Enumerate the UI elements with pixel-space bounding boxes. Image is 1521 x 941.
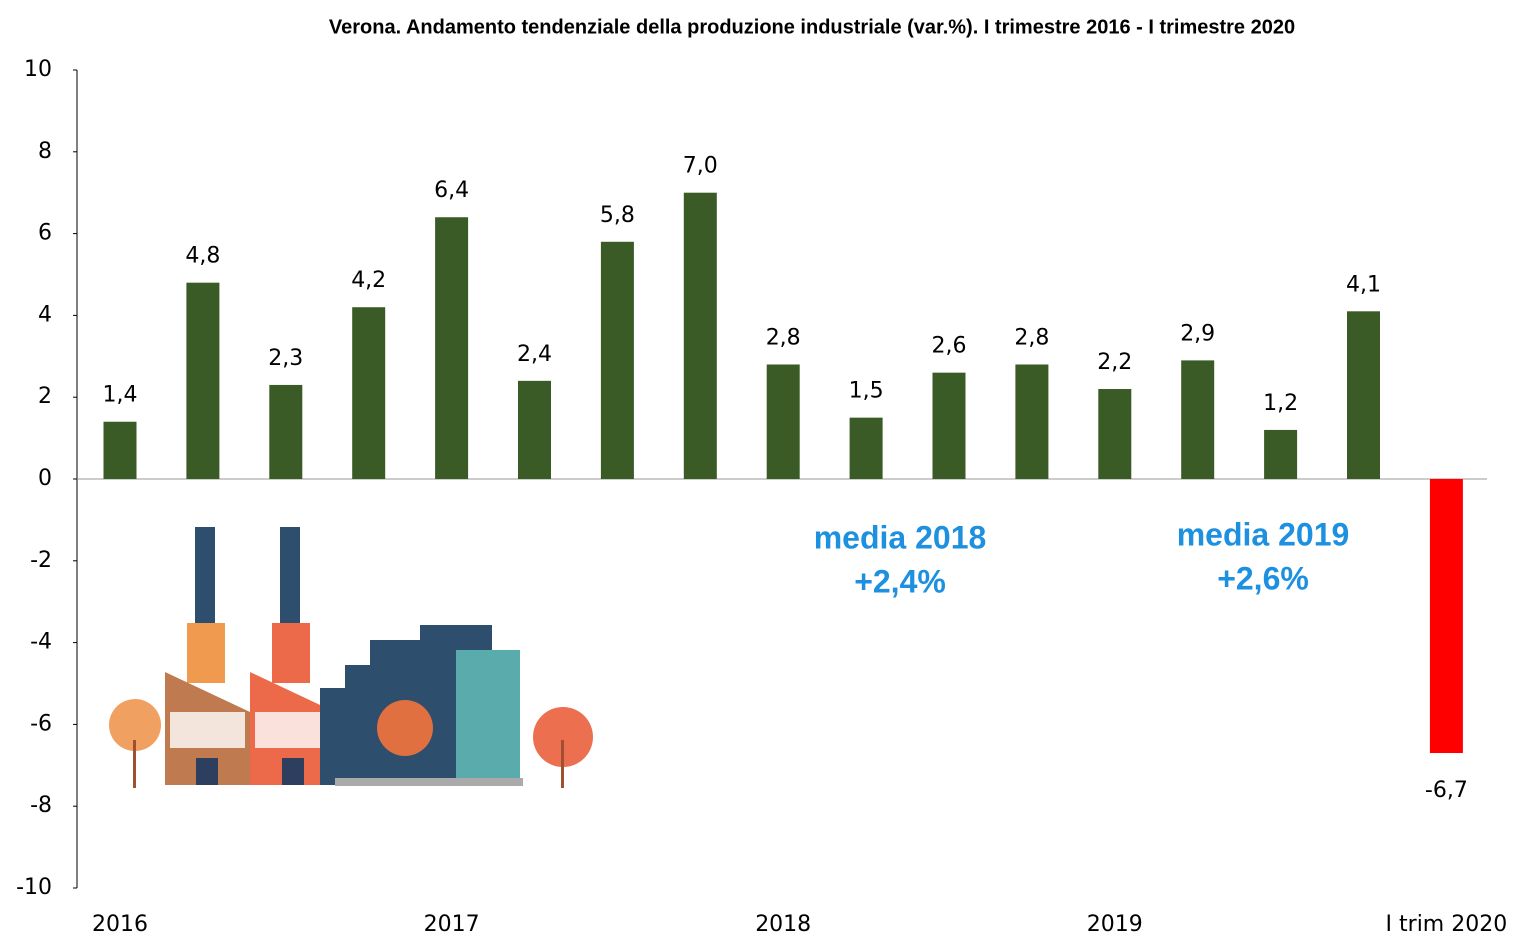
y-tick-label: -2 (30, 548, 52, 573)
data-label: 7,0 (683, 154, 718, 179)
y-tick-label: 4 (38, 302, 52, 327)
data-label: 2,9 (1180, 321, 1215, 346)
y-tick-label: 10 (24, 57, 52, 82)
data-label: -6,7 (1425, 778, 1468, 803)
data-label: 4,1 (1346, 272, 1381, 297)
data-label: 2,8 (1014, 325, 1049, 350)
x-tick-label: I trim 2020 (1386, 912, 1508, 937)
bar (518, 380, 551, 479)
data-label: 4,8 (185, 244, 220, 269)
bar (435, 217, 469, 480)
y-tick-label: 6 (38, 221, 52, 246)
chart-title: Verona. Andamento tendenziale della prod… (329, 16, 1295, 38)
data-label: 2,8 (766, 325, 801, 350)
y-tick-label: -6 (30, 711, 52, 736)
y-tick-label: 2 (38, 384, 52, 409)
bar (1429, 479, 1463, 754)
bar (352, 307, 386, 479)
data-label: 4,2 (351, 268, 386, 293)
bar (766, 364, 800, 479)
data-label: 6,4 (434, 178, 469, 203)
x-tick-label: 2018 (755, 912, 811, 937)
data-label: 2,3 (268, 346, 303, 371)
y-tick-label: 0 (38, 466, 52, 491)
data-label: 1,5 (849, 379, 884, 404)
y-tick-label: -10 (16, 875, 52, 900)
data-label: 2,2 (1097, 350, 1132, 375)
bar (600, 241, 634, 479)
y-tick-label: -8 (30, 793, 52, 818)
x-tick-label: 2017 (424, 912, 480, 937)
bar (186, 282, 220, 479)
bar (103, 421, 137, 479)
data-label: 5,8 (600, 203, 635, 228)
bar (1347, 311, 1380, 479)
annotation: +2,6% (1217, 560, 1309, 596)
data-label: 2,6 (932, 334, 967, 359)
x-tick-label: 2016 (92, 912, 148, 937)
factory-illustration (109, 527, 593, 788)
bar (269, 384, 303, 479)
annotation: media 2019 (1177, 516, 1350, 552)
annotation: media 2018 (814, 519, 987, 555)
bar (932, 372, 966, 479)
bar (683, 192, 717, 479)
data-label: 1,4 (103, 383, 138, 408)
data-label: 2,4 (517, 342, 552, 367)
data-label: 1,2 (1263, 391, 1298, 416)
bar (1015, 364, 1049, 479)
annotation: +2,4% (854, 563, 946, 599)
bar (1098, 389, 1132, 479)
bar (849, 417, 883, 479)
bar (1264, 429, 1298, 479)
bar (1181, 360, 1215, 479)
y-tick-label: 8 (38, 139, 52, 164)
y-tick-label: -4 (30, 630, 52, 655)
x-tick-label: 2019 (1087, 912, 1143, 937)
